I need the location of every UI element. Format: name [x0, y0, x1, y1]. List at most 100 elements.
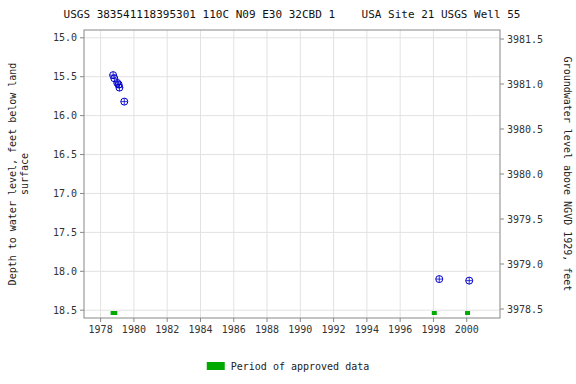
grid-line-x [167, 30, 168, 318]
grid-line-y [84, 154, 500, 155]
y-tick-label: 18.0 [53, 266, 77, 277]
y2-tick [500, 84, 504, 85]
grid-line-y [84, 310, 500, 311]
y-tick [80, 115, 84, 116]
y-tick [80, 37, 84, 38]
x-tick-label: 1998 [421, 324, 445, 335]
y-tick-label: 17.0 [53, 188, 77, 199]
x-tick-label: 1986 [222, 324, 246, 335]
x-tick [133, 318, 134, 322]
y-axis-label-line: surface [19, 153, 30, 195]
grid-line-x [333, 30, 334, 318]
grid-line-y [84, 115, 500, 116]
grid-line-x [233, 30, 234, 318]
period-bar [111, 311, 118, 315]
x-tick-label: 1990 [288, 324, 312, 335]
y2-tick-label: 3980.5 [507, 124, 543, 135]
y-tick-label: 15.5 [53, 71, 77, 82]
x-tick [300, 318, 301, 322]
y-tick-label: 16.5 [53, 149, 77, 160]
y2-axis-label: Groundwater level above NGVD 1929, feet [562, 57, 573, 292]
x-tick-label: 1992 [322, 324, 346, 335]
grid-line-x [400, 30, 401, 318]
x-tick [167, 318, 168, 322]
x-tick-label: 1994 [355, 324, 379, 335]
point [121, 98, 128, 105]
grid-line-y [84, 271, 500, 272]
point-circle [436, 276, 443, 283]
plot-frame [84, 30, 500, 318]
grid [84, 30, 500, 318]
x-tick-label: 2000 [455, 324, 479, 335]
point-cross [121, 98, 128, 105]
point-cross [436, 276, 443, 283]
y-tick [80, 193, 84, 194]
background [0, 0, 576, 384]
grid-line-x [433, 30, 434, 318]
chart: 1978 1980 1982 1984 1986 1988 1990 1992 1994 1996… [0, 0, 576, 384]
x-tick-label: 1982 [155, 324, 179, 335]
data [110, 72, 473, 315]
y2-tick-label: 3980.0 [507, 169, 543, 180]
x-tick [366, 318, 367, 322]
grid-line-x [100, 30, 101, 318]
y-axis-label-line: Depth to water level, feet below land [7, 63, 18, 286]
y2-tick-label: 3981.5 [507, 34, 543, 45]
grid-line-x [267, 30, 268, 318]
x-tick-label: 1980 [122, 324, 146, 335]
grid-line-x [366, 30, 367, 318]
y-tick [80, 154, 84, 155]
y-tick [80, 271, 84, 272]
y2-tick-label: 3979.5 [507, 214, 543, 225]
x-tick [333, 318, 334, 322]
y2-tick [500, 39, 504, 40]
x-tick [200, 318, 201, 322]
point-circle [121, 98, 128, 105]
y-tick [80, 310, 84, 311]
y-tick-label: 16.0 [53, 110, 77, 121]
x-tick-label: 1996 [388, 324, 412, 335]
y2-tick-label: 3981.0 [507, 79, 543, 90]
x-tick [433, 318, 434, 322]
grid-line-x [200, 30, 201, 318]
x-tick-label: 1978 [89, 324, 113, 335]
period-bar [465, 311, 470, 315]
title: USGS 383541118395301 110C N09 E30 32CBD … [64, 8, 521, 21]
y-axis-label: Depth to water level, feet below landsur… [7, 63, 30, 286]
y-tick-label: 15.0 [53, 32, 77, 43]
point-circle [466, 277, 473, 284]
grid-line-y [84, 232, 500, 233]
x-tick [466, 318, 467, 322]
legend: Period of approved data [207, 361, 369, 372]
periods [111, 311, 470, 315]
y-axis-left: 15.015.516.016.517.017.518.018.5 [53, 32, 84, 315]
x-tick-label: 1984 [188, 324, 212, 335]
legend-swatch [207, 362, 225, 370]
grid-line-y [84, 37, 500, 38]
point [116, 84, 123, 91]
x-tick [400, 318, 401, 322]
point-circle [116, 84, 123, 91]
y-tick-label: 17.5 [53, 227, 77, 238]
grid-line-x [466, 30, 467, 318]
x-tick [233, 318, 234, 322]
y2-tick [500, 264, 504, 265]
grid-line-y [84, 193, 500, 194]
y2-tick [500, 219, 504, 220]
x-axis: 1978 1980 1982 1984 1986 1988 1990 1992 1994 1996… [89, 318, 479, 335]
y2-tick-label: 3978.5 [507, 304, 543, 315]
scatter-points [110, 72, 473, 284]
x-tick [267, 318, 268, 322]
y-tick [80, 76, 84, 77]
x-tick-label: 1988 [255, 324, 279, 335]
grid-line-x [300, 30, 301, 318]
y2-tick [500, 174, 504, 175]
x-tick [100, 318, 101, 322]
period-bar [432, 311, 437, 315]
y-axis-right: 3978.53979.03979.53980.03980.53981.03981… [500, 34, 543, 315]
legend-label: Period of approved data [231, 361, 369, 372]
point [466, 277, 473, 284]
y-tick [80, 232, 84, 233]
y2-tick [500, 129, 504, 130]
point [436, 276, 443, 283]
